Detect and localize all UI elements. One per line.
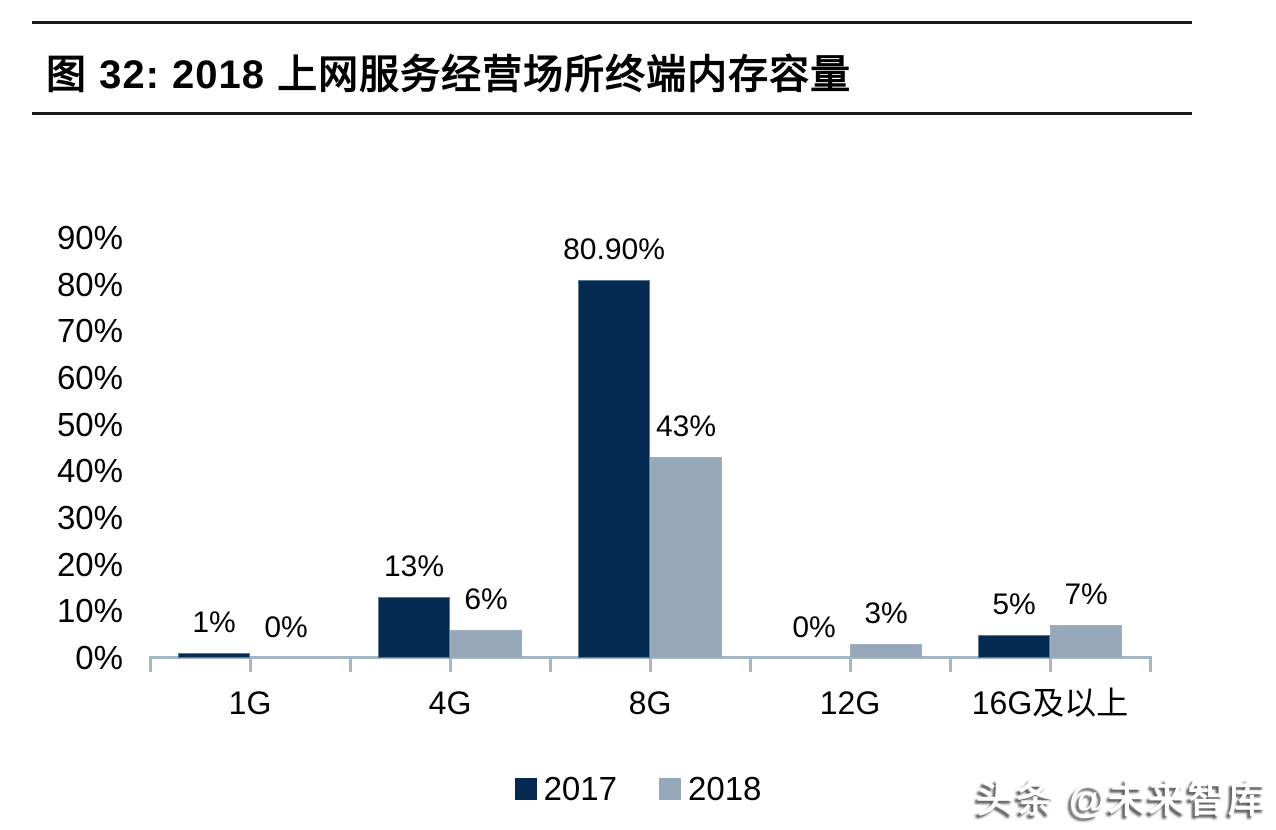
y-axis-tick-label: 70% [56,312,123,350]
title-rule-bottom [32,112,1192,115]
x-axis-tick [1049,656,1052,672]
x-axis-tick [349,656,352,672]
data-label-2018-8G: 43% [655,410,717,444]
chart-legend: 2017 2018 [0,772,1276,806]
legend-label-2017: 2017 [543,770,617,807]
bar-2017-4G [378,597,450,658]
x-axis-category-label: 4G [428,685,472,721]
x-axis-category-label: 8G [628,685,672,721]
legend-swatch-2017 [514,778,537,800]
x-axis-tick [549,656,552,672]
x-axis-tick [849,656,852,672]
bar-2017-1G [178,653,250,658]
bar-2018-16G及以上 [1050,625,1122,658]
data-label-2018-1G: 0% [264,611,308,644]
data-label-2017-4G: 13% [383,550,445,584]
data-label-2017-16G及以上: 5% [992,587,1036,621]
bar-2018-12G [850,644,922,658]
x-axis-tick [649,656,652,672]
title-rule-top [32,21,1192,24]
legend-item-2018: 2018 [659,772,761,806]
data-label-2018-16G及以上: 7% [1064,578,1108,612]
y-axis-tick-label: 20% [56,545,123,583]
x-axis-category-label: 1G [228,685,272,721]
data-label-2017-12G: 0% [792,611,836,644]
y-axis-tick-label: 40% [56,452,123,490]
bar-2018-8G [650,457,722,658]
x-axis-category-label: 16G及以上 [971,685,1129,721]
y-axis-tick-label: 0% [75,639,123,676]
bar-2017-16G及以上 [978,634,1050,658]
y-axis-tick-label: 60% [56,359,123,396]
x-axis-tick [949,656,952,672]
legend-item-2017: 2017 [514,770,617,807]
legend-swatch-2018 [659,778,681,800]
y-axis-tick-label: 80% [56,265,123,303]
y-axis-tick-label: 30% [56,499,123,536]
x-axis-tick [149,656,152,672]
figure-title: 图 32: 2018 上网服务经营场所终端内存容量 [46,53,852,97]
y-axis-tick-label: 50% [56,405,123,443]
watermark-text: 头条 @未来智库 [976,779,1268,821]
x-axis-tick [749,656,752,672]
x-axis-tick [449,656,452,672]
x-axis-tick [249,656,252,672]
bar-2018-4G [450,630,522,658]
data-label-2017-1G: 1% [192,606,236,640]
legend-label-2018: 2018 [688,770,762,807]
y-axis-tick-label: 90% [56,219,123,256]
data-label-2018-4G: 6% [464,583,508,616]
x-axis-category-label: 12G [819,685,881,721]
x-axis-tick [1149,656,1152,672]
data-label-2018-12G: 3% [864,597,908,630]
y-axis-tick-label: 10% [56,592,123,630]
data-label-2017-8G: 80.90% [563,233,665,267]
bar-2017-8G [578,280,650,658]
